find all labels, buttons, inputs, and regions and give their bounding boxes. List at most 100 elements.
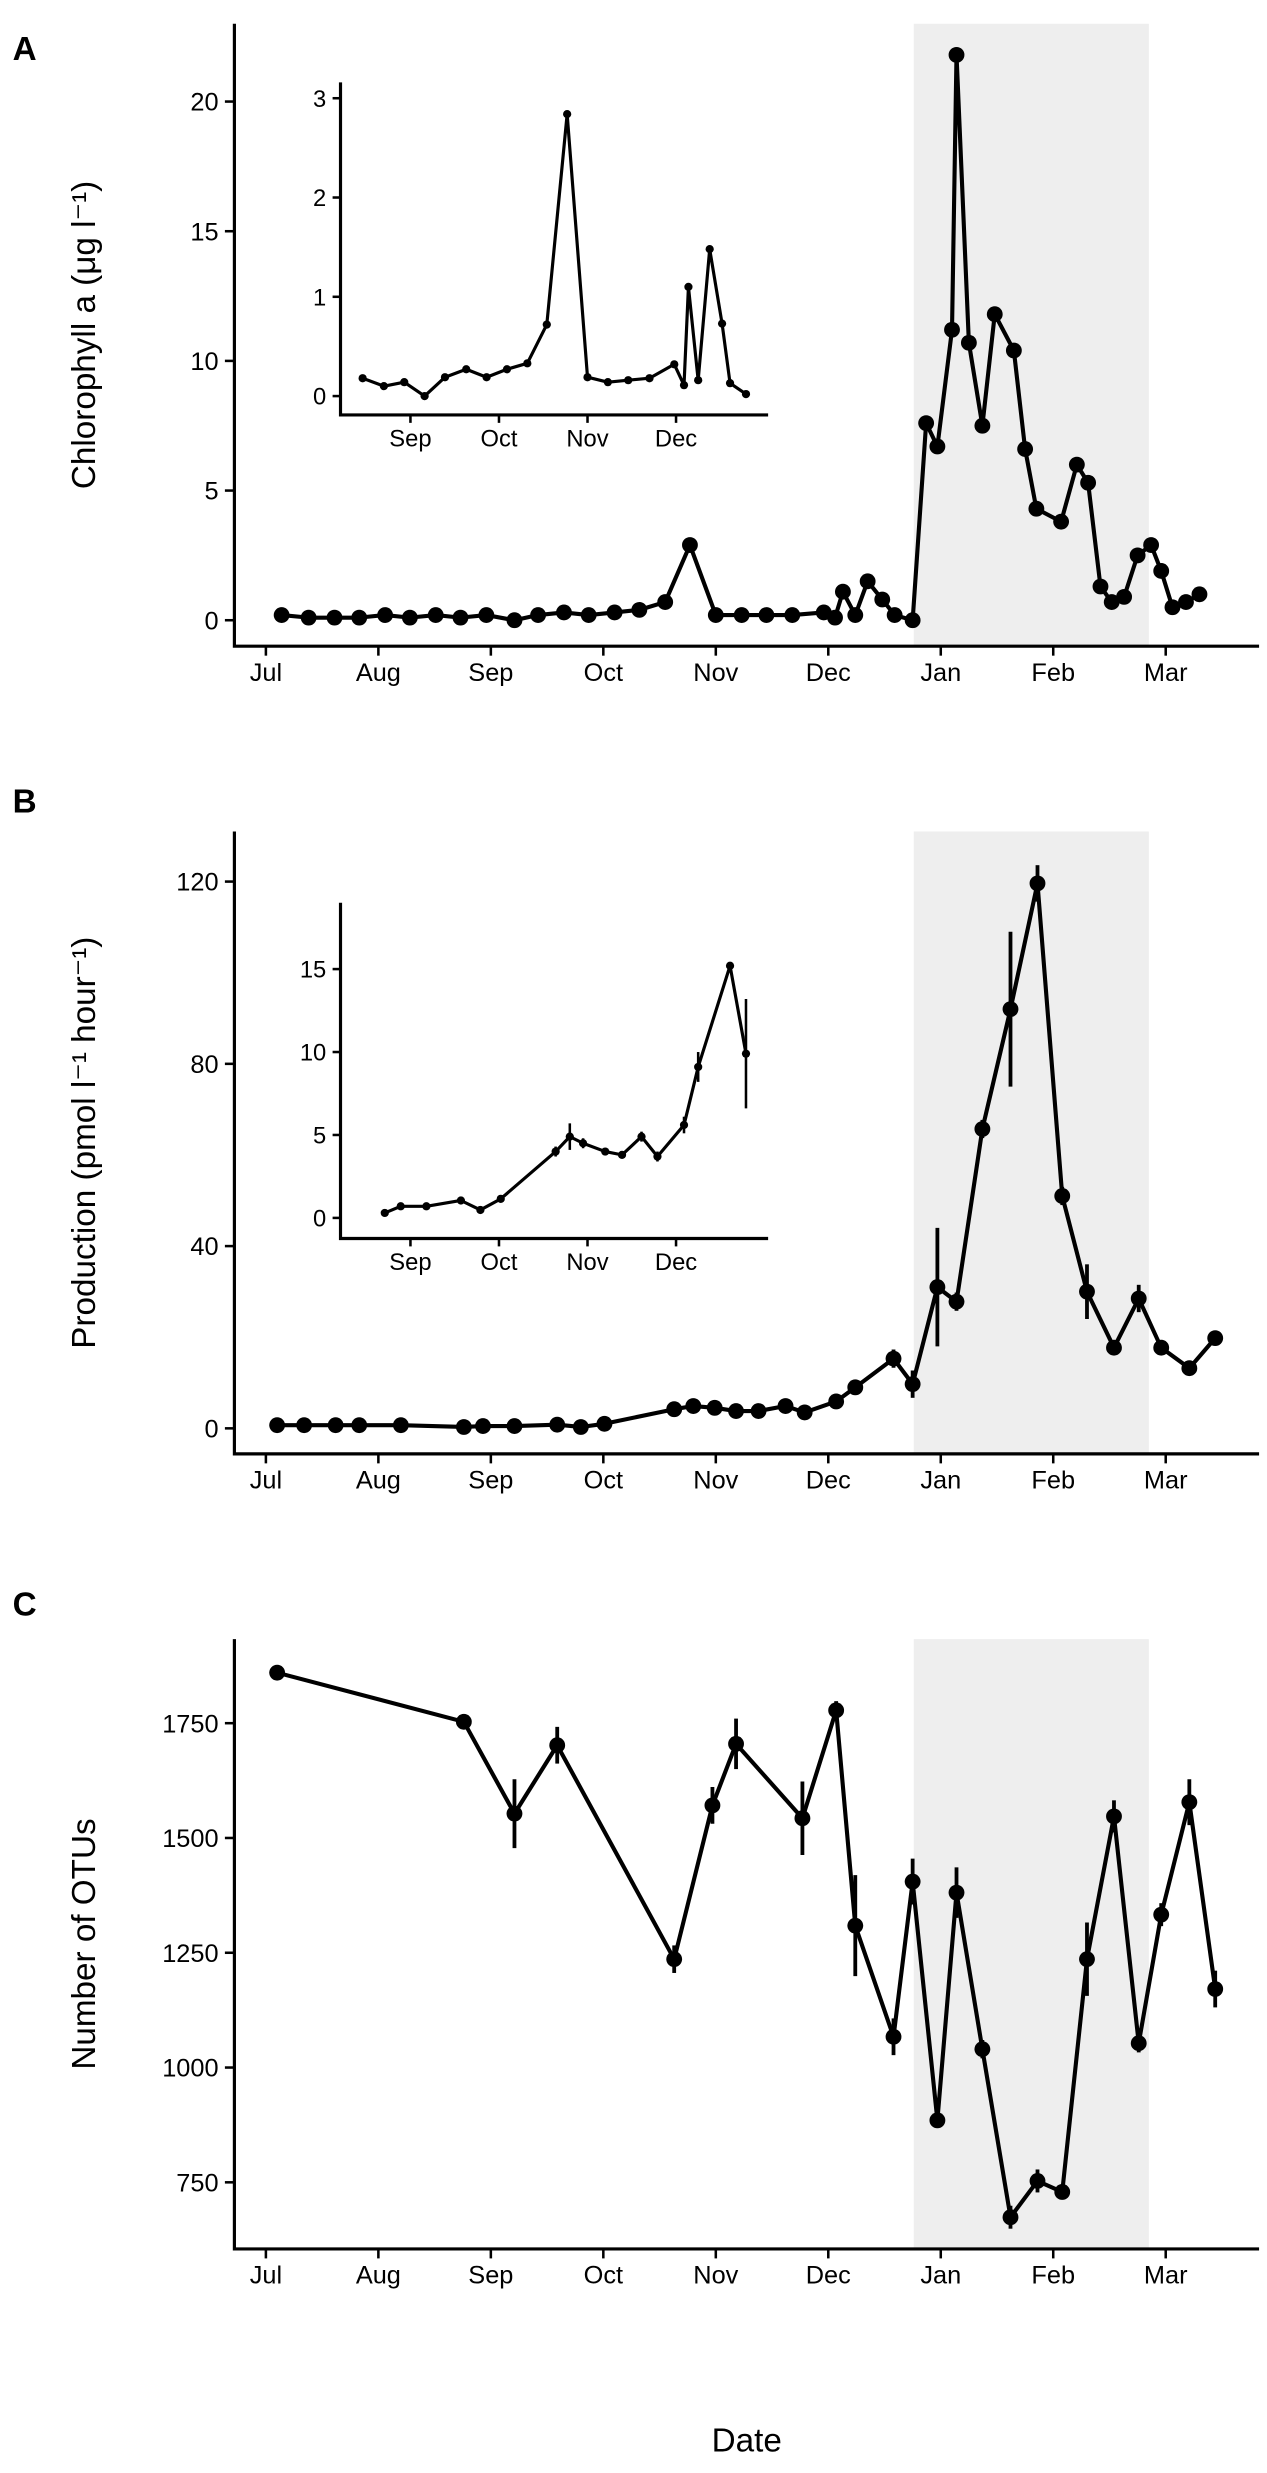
y-tick-label: 0 [313,1205,326,1232]
data-point [296,1417,313,1434]
y-tick-label: 1250 [162,1940,218,1968]
shaded-period [913,1639,1149,2249]
data-point [549,1416,566,1433]
data-point [1002,2209,1019,2226]
y-tick-label: 15 [190,218,218,246]
data-point [631,601,648,618]
data-point [1005,342,1022,359]
y-tick-label: 1500 [162,1825,218,1853]
data-point [728,1403,744,1419]
data-point [1029,2173,1046,2189]
x-tick-label: Mar [1144,659,1188,687]
y-tick-label: 10 [300,1040,326,1067]
panel-label: C [13,1586,37,1623]
data-point [583,373,592,382]
data-point [440,373,450,382]
data-point [506,1418,523,1434]
data-point [717,319,727,328]
x-tick-label: Sep [468,659,513,687]
x-tick-label: Sep [389,426,431,453]
data-point [653,1152,662,1161]
x-tick-label: Mar [1144,1467,1188,1495]
x-tick-label: Jan [920,2262,961,2290]
panel-label: B [13,783,37,820]
x-tick-label: Mar [1144,2262,1188,2290]
data-point [601,1147,610,1156]
data-point [269,1664,286,1681]
axis-line [232,1639,1260,2251]
data-point [1153,1906,1170,1923]
data-point [777,1398,794,1414]
shaded-period [913,831,1149,1454]
data-point [523,359,532,368]
data-point [1054,1188,1071,1204]
data-point [502,365,512,374]
data-point [929,438,946,455]
data-point [670,360,679,369]
data-point [1106,1339,1122,1356]
data-point [706,1399,723,1416]
data-point [847,607,864,623]
data-point [885,1350,902,1367]
x-tick-label: Feb [1031,659,1075,687]
data-point [462,365,471,374]
data-point [694,1062,703,1072]
data-point [476,1205,485,1215]
x-tick-label: Oct [584,659,623,687]
data-point [1103,594,1120,610]
data-line [277,881,1217,1430]
data-point [847,1379,864,1396]
data-point [1130,2035,1147,2052]
data-point [1092,578,1109,595]
data-point [666,1951,683,1968]
y-axis-label: Production (pmol l⁻¹ hour⁻¹) [66,937,103,1349]
data-point [684,282,693,291]
data-point [704,1797,721,1814]
y-tick-label: 0 [313,384,326,411]
data-point [1153,1339,1170,1356]
data-point [859,573,876,590]
data-point [960,334,977,351]
data-point [482,373,491,382]
data-point [530,607,547,623]
x-tick-label: Jul [250,659,282,687]
y-tick-label: 40 [190,1233,218,1261]
data-point [455,1419,472,1435]
data-point [974,1121,991,1137]
data-point [392,1417,409,1434]
y-tick-label: 0 [204,607,218,635]
data-point [455,1713,472,1730]
data-point [1164,599,1181,616]
axis-line [232,831,1260,1456]
data-point [1079,1951,1095,1968]
data-point [603,378,612,387]
x-tick-label: Sep [468,1467,513,1495]
data-point [422,1202,431,1211]
data-point [1129,547,1146,564]
data-point [1191,586,1208,603]
x-tick-label: Dec [655,1249,697,1276]
data-point [549,1737,566,1754]
axis-line [338,82,769,417]
data-point [1116,588,1133,605]
y-tick-label: 120 [176,869,218,897]
data-point [974,417,991,434]
data-line [276,1670,1218,2220]
data-point [986,306,1003,323]
y-tick-label: 1000 [162,2055,218,2083]
y-tick-label: 1 [313,284,326,311]
data-point [1143,537,1160,553]
data-point [380,1208,389,1218]
data-point [351,1417,368,1434]
x-tick-label: Nov [693,659,738,687]
data-point [645,374,654,383]
data-point [326,609,343,626]
data-point [948,1293,965,1310]
data-point [758,607,775,623]
data-point [828,1393,845,1410]
data-point [1207,1330,1224,1347]
data-point [918,415,935,432]
x-tick-label: Aug [356,1467,401,1495]
data-point [478,607,495,623]
data-point [733,607,750,623]
